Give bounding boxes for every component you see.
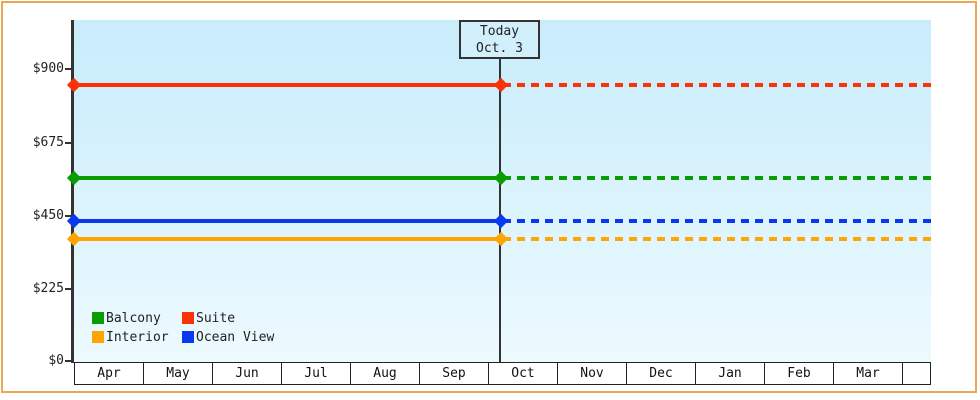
x-axis-month-band: Apr May Jun Jul Aug Sep Oct Nov Dec Jan … [74,362,931,385]
interior-swatch-icon [92,331,104,343]
ocean-view-swatch-icon [182,331,194,343]
y-tick-675 [65,142,72,144]
month-cell-may: May [143,362,213,385]
month-cell-mar: Mar [833,362,903,385]
y-axis [71,20,74,363]
y-axis-tick-label: $900 [32,61,64,76]
suite-line-dotted [503,83,931,87]
y-tick-225 [65,288,72,290]
legend-label: Ocean View [196,329,275,345]
month-cell-feb: Feb [764,362,834,385]
legend-label: Balcony [106,310,161,326]
y-axis-tick-label: $225 [32,281,64,296]
month-cell-jan: Jan [695,362,765,385]
month-cell-jul: Jul [281,362,351,385]
month-cell-dec: Dec [626,362,696,385]
y-axis-tick-label: $0 [48,353,64,368]
ocean-view-line-dotted [503,219,931,223]
y-tick-0 [65,360,72,362]
today-label-box: Today Oct. 3 [459,20,540,59]
month-cell-nov: Nov [557,362,627,385]
legend: Balcony Suite Interior Ocean View [92,310,275,345]
suite-swatch-icon [182,312,194,324]
legend-label: Suite [196,310,236,326]
today-vertical-line [499,58,501,362]
y-axis-tick-label: $675 [32,135,64,150]
interior-line-dotted [503,237,931,241]
legend-item-suite: Suite [182,310,274,326]
month-cell-empty [902,362,931,385]
y-axis-tick-label: $450 [32,208,64,223]
y-tick-450 [65,215,72,217]
month-cell-sep: Sep [419,362,489,385]
month-cell-jun: Jun [212,362,282,385]
month-cell-aug: Aug [350,362,420,385]
ocean-view-line-solid [74,219,501,223]
balcony-line-solid [74,176,501,180]
month-cell-apr: Apr [74,362,144,385]
suite-line-solid [74,83,501,87]
legend-label: Interior [106,329,169,345]
interior-line-solid [74,237,501,241]
today-label-line1: Today [479,24,520,39]
legend-item-balcony: Balcony [92,310,182,326]
plot-area [74,20,931,362]
balcony-swatch-icon [92,312,104,324]
y-tick-900 [65,68,72,70]
today-label-line2: Oct. 3 [476,41,523,56]
balcony-line-dotted [503,176,931,180]
legend-item-interior: Interior [92,329,182,345]
month-cell-oct: Oct [488,362,558,385]
legend-item-ocean-view: Ocean View [182,329,275,345]
